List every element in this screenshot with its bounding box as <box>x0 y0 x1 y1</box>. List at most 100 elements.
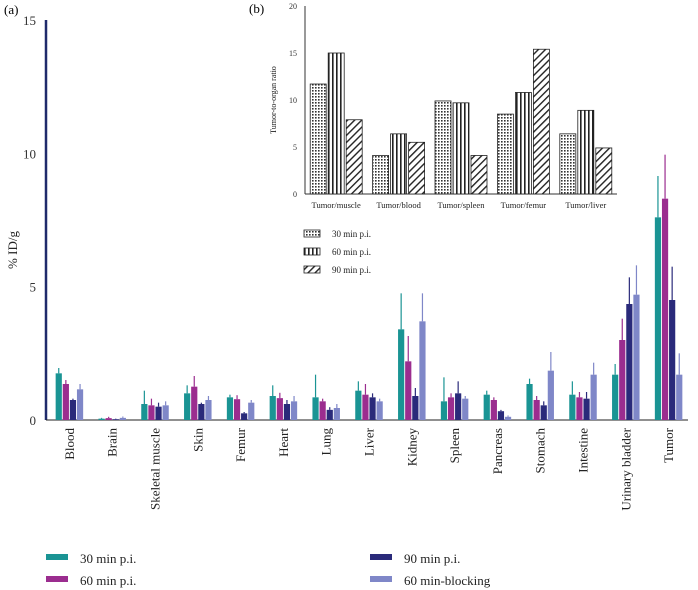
bar <box>462 398 469 420</box>
bar <box>633 294 640 420</box>
category-label: Kidney <box>404 428 419 467</box>
bar <box>198 404 205 420</box>
bar <box>148 405 155 420</box>
bar <box>312 397 319 420</box>
bar <box>440 401 448 420</box>
bar <box>76 389 84 420</box>
bar <box>191 386 198 420</box>
category-label: Lung <box>319 428 334 456</box>
bar <box>155 406 162 420</box>
legend-label: 60 min p.i. <box>80 573 136 588</box>
bar <box>333 408 340 420</box>
bar <box>205 400 212 420</box>
category-label: Heart <box>276 428 291 457</box>
category-label: Pancreas <box>490 428 505 474</box>
bar <box>226 397 234 420</box>
bar <box>626 304 633 420</box>
bar <box>405 361 412 420</box>
legend-swatch <box>370 576 392 582</box>
inset-bar <box>470 155 488 195</box>
inset-chart: (b) 0 5 10 15 20 Tumor-to-organ ratio Tumor/mus… <box>249 1 617 275</box>
bar <box>569 394 576 420</box>
inset-legend-label: 60 min p.i. <box>332 247 371 257</box>
inset-bar <box>515 92 532 195</box>
inset-category-label: Tumor/muscle <box>312 200 362 210</box>
bar <box>398 329 405 420</box>
bar <box>576 397 583 420</box>
bar <box>162 405 169 420</box>
bar <box>55 373 62 420</box>
bar <box>654 217 662 420</box>
bar <box>248 402 255 420</box>
category-label: Skin <box>190 428 205 452</box>
inset-y-tick-label: 0 <box>293 190 297 199</box>
bar <box>105 418 112 420</box>
legend-label: 90 min p.i. <box>404 551 460 566</box>
bar <box>412 396 419 420</box>
bar <box>590 374 597 420</box>
category-label: Brain <box>105 428 120 457</box>
inset-bar <box>452 102 470 195</box>
bar <box>619 340 626 420</box>
bar <box>276 398 283 420</box>
bar <box>526 384 533 420</box>
bar <box>141 404 148 420</box>
category-label: Skeletal muscle <box>148 428 163 510</box>
inset-legend-swatch <box>303 229 321 238</box>
bar <box>583 398 590 420</box>
category-label: Tumor <box>661 427 676 463</box>
bar <box>504 416 512 420</box>
y-tick-label: 0 <box>30 413 37 428</box>
panel-label-a: (a) <box>4 2 18 17</box>
inset-bar <box>496 113 514 195</box>
bar <box>283 404 291 420</box>
category-label: Stomach <box>533 428 548 474</box>
bar <box>326 409 333 420</box>
inset-category-label: Tumor/blood <box>376 200 421 210</box>
bar <box>612 374 619 420</box>
inset-bar <box>327 52 345 195</box>
category-label: Liver <box>362 427 377 456</box>
inset-legend-label: 90 min p.i. <box>332 265 371 275</box>
y-tick-label: 15 <box>23 13 36 28</box>
inset-category-label: Tumor/spleen <box>438 200 486 210</box>
inset-category-label: Tumor/liver <box>565 200 606 210</box>
inset-bar <box>309 83 327 195</box>
bar <box>290 401 298 420</box>
y-tick-label: 5 <box>30 280 37 295</box>
bar <box>455 393 462 420</box>
inset-legend-swatch <box>303 265 321 274</box>
legend-label: 30 min p.i. <box>80 551 136 566</box>
inset-bar <box>595 147 613 195</box>
inset-legend-swatch <box>303 247 321 256</box>
bar <box>676 374 683 420</box>
bar <box>483 394 490 420</box>
legend-swatch <box>46 554 68 560</box>
inset-y-tick-label: 15 <box>289 49 297 58</box>
bar <box>490 400 497 420</box>
bar <box>419 321 426 420</box>
inset-y-tick-label: 10 <box>289 96 297 105</box>
bar <box>62 384 69 420</box>
bar <box>533 400 540 420</box>
panel-label-b: (b) <box>249 1 264 16</box>
inset-y-tick-label: 20 <box>289 2 297 11</box>
inset-bar <box>577 109 595 195</box>
legend-label: 60 min-blocking <box>404 573 491 588</box>
category-label: Urinary bladder <box>618 427 633 510</box>
bar <box>319 401 326 420</box>
inset-y-tick-label: 5 <box>293 143 297 152</box>
inset-bar <box>434 100 452 195</box>
bar <box>269 396 276 420</box>
inset-y-axis-label: Tumor-to-organ ratio <box>269 66 278 134</box>
inset-bar <box>559 133 577 195</box>
inset-bar <box>345 119 363 195</box>
bar <box>98 418 105 420</box>
inset-legend-label: 30 min p.i. <box>332 229 371 239</box>
inset-bar <box>390 133 408 195</box>
bar <box>661 198 669 420</box>
inset-category-label: Tumor/femur <box>501 200 547 210</box>
bar <box>241 413 248 420</box>
bar <box>233 399 241 420</box>
